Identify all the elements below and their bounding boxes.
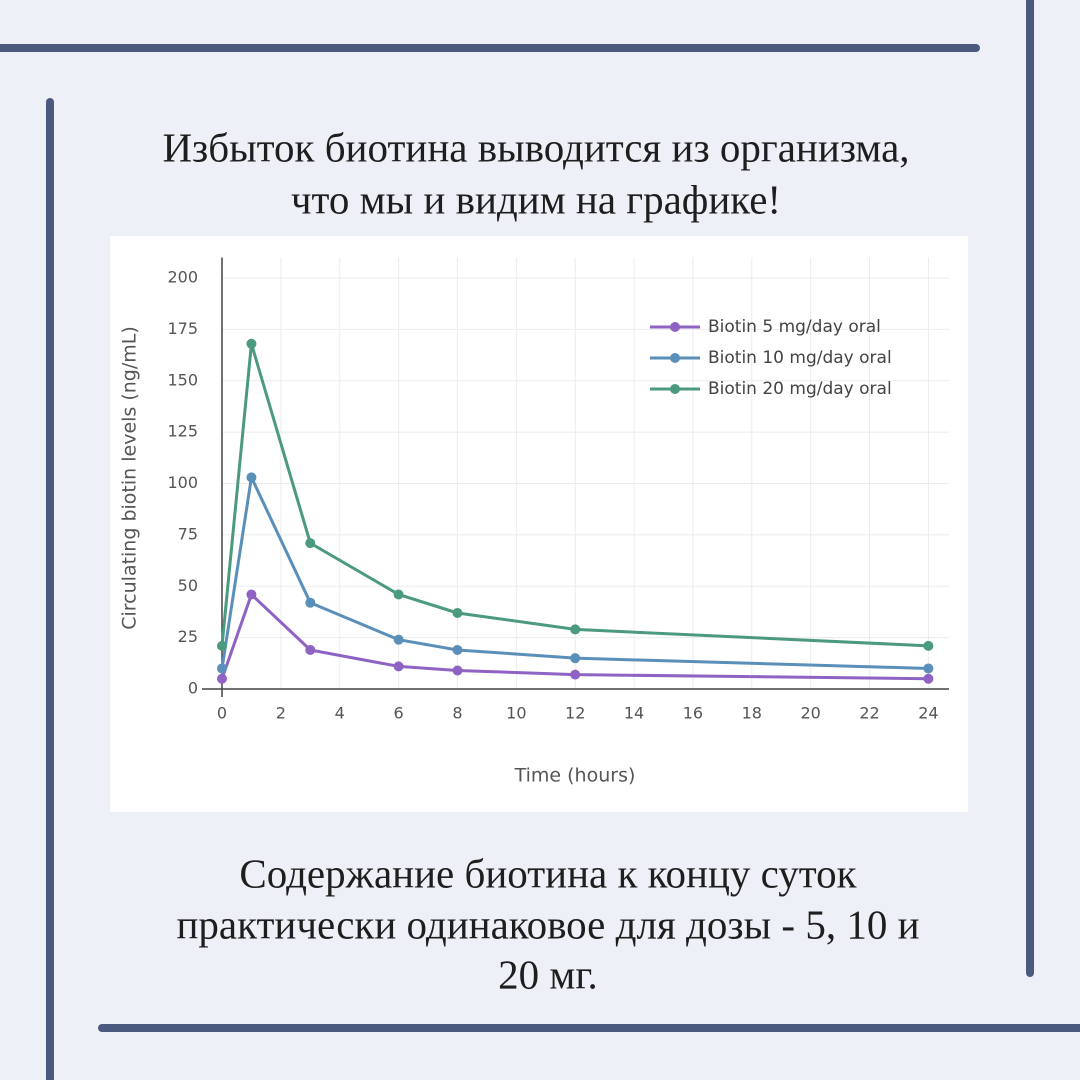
y-tick-label: 150 [167,370,198,389]
point [452,665,463,676]
x-tick-label: 6 [394,704,404,723]
x-tick-label: 14 [624,704,644,723]
point [570,669,581,680]
point [570,653,581,664]
point [393,589,404,600]
x-tick-label: 18 [742,704,762,723]
point [570,624,581,635]
x-tick-label: 24 [918,704,938,723]
point [393,634,404,645]
y-tick-label: 50 [178,576,198,595]
legend-label: Biotin 20 mg/day oral [708,379,892,399]
point [246,472,257,483]
legend-label: Biotin 10 mg/day oral [708,348,892,368]
footer-line: Содержание биотина к концу суток [239,850,856,896]
y-tick-label: 175 [167,319,198,338]
legend-marker [670,384,680,394]
point [246,338,257,349]
chart-panel [110,236,968,812]
title-line: Избыток биотина выводится из организма, [162,124,909,170]
y-tick-label: 0 [188,679,198,698]
footer-line: практически одинаковое для дозы - 5, 10 … [176,901,919,947]
point [305,644,316,655]
point [452,607,463,618]
title-line: что мы и видим на графике! [291,176,781,222]
point [923,673,934,684]
point [217,673,227,684]
point [393,661,404,672]
point [217,663,227,674]
point [923,663,934,674]
y-axis-label: Circulating biotin levels (ng/mL) [119,326,141,630]
point [305,597,316,608]
x-axis-label: Time (hours) [514,765,636,787]
x-tick-label: 0 [217,704,227,723]
legend-marker [670,322,680,332]
x-tick-label: 10 [506,704,526,723]
x-tick-label: 20 [800,704,820,723]
y-tick-label: 75 [178,524,198,543]
point [246,589,257,600]
legend-label: Biotin 5 mg/day oral [708,317,881,337]
y-tick-label: 25 [178,627,198,646]
footer-line: 20 мг. [498,951,598,997]
y-tick-label: 100 [167,473,198,492]
point [217,640,227,651]
y-tick-label: 125 [167,422,198,441]
point [305,538,316,549]
legend-marker [670,353,680,363]
x-tick-label: 12 [565,704,585,723]
y-tick-label: 200 [167,268,198,287]
x-tick-label: 8 [452,704,462,723]
x-tick-label: 4 [335,704,345,723]
x-tick-label: 22 [859,704,879,723]
point [923,640,934,651]
x-tick-label: 16 [683,704,703,723]
point [452,644,463,655]
x-tick-label: 2 [276,704,286,723]
